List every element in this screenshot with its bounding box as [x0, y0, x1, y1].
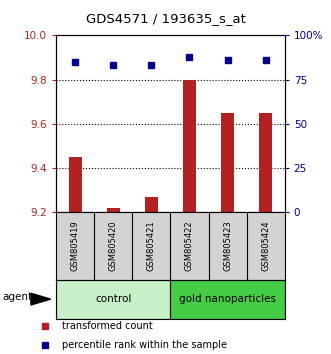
- Bar: [259, 113, 272, 212]
- Bar: [69, 157, 82, 212]
- Bar: [56, 280, 170, 319]
- Bar: [170, 280, 285, 319]
- Text: GSM805424: GSM805424: [261, 221, 270, 272]
- Text: agent: agent: [3, 292, 33, 302]
- Text: GSM805422: GSM805422: [185, 221, 194, 272]
- Bar: [183, 80, 196, 212]
- Text: GSM805419: GSM805419: [71, 221, 80, 272]
- Text: percentile rank within the sample: percentile rank within the sample: [62, 340, 227, 350]
- Text: GSM805420: GSM805420: [109, 221, 118, 272]
- Text: transformed count: transformed count: [62, 321, 153, 331]
- Polygon shape: [31, 293, 51, 305]
- Text: GSM805421: GSM805421: [147, 221, 156, 272]
- Bar: [221, 113, 234, 212]
- Text: control: control: [95, 294, 131, 304]
- Text: GDS4571 / 193635_s_at: GDS4571 / 193635_s_at: [85, 12, 246, 25]
- Bar: [145, 197, 158, 212]
- Text: gold nanoparticles: gold nanoparticles: [179, 294, 276, 304]
- Bar: [107, 208, 120, 212]
- Text: GSM805423: GSM805423: [223, 221, 232, 272]
